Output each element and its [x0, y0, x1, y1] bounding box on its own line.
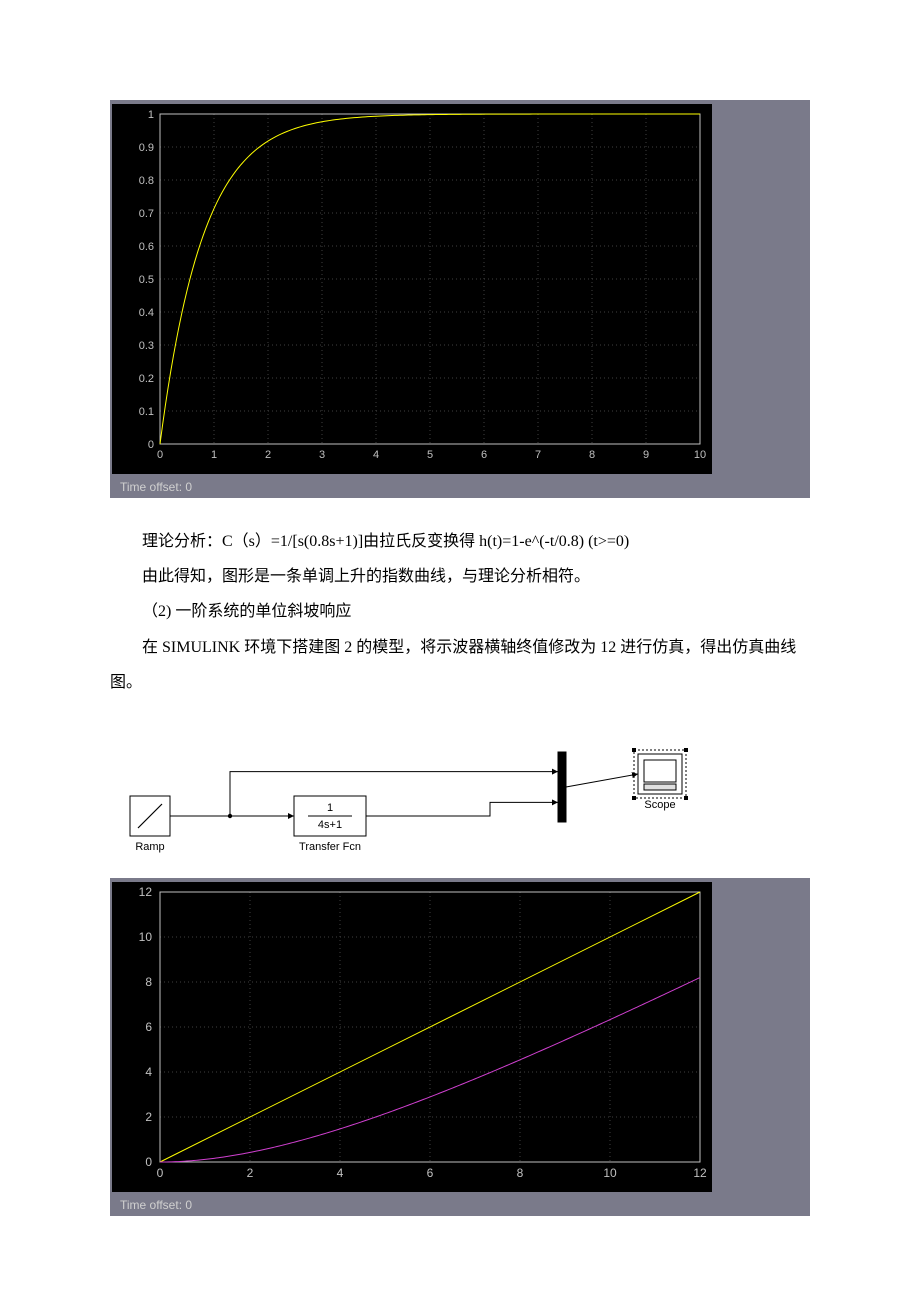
- svg-text:2: 2: [247, 1166, 254, 1180]
- scope2-plot: 0 2 4 6 8 10 12 0 2 4 6 8 10 12: [112, 882, 712, 1192]
- svg-text:12: 12: [693, 1166, 707, 1180]
- svg-text:6: 6: [481, 449, 487, 461]
- svg-text:0.8: 0.8: [139, 175, 154, 187]
- svg-text:8: 8: [517, 1166, 524, 1180]
- para-heading: （2) 一阶系统的单位斜坡响应: [110, 594, 810, 629]
- svg-text:Transfer Fcn: Transfer Fcn: [299, 841, 361, 853]
- svg-text:2: 2: [145, 1110, 152, 1124]
- svg-text:0.5: 0.5: [139, 274, 154, 286]
- svg-text:2: 2: [265, 449, 271, 461]
- svg-text:4: 4: [337, 1166, 344, 1180]
- svg-text:7: 7: [535, 449, 541, 461]
- svg-text:10: 10: [603, 1166, 617, 1180]
- scope2-footer: Time offset: 0: [112, 1192, 808, 1214]
- svg-text:1: 1: [211, 449, 217, 461]
- svg-text:8: 8: [589, 449, 595, 461]
- svg-text:10: 10: [694, 449, 706, 461]
- svg-text:0.4: 0.4: [139, 307, 154, 319]
- svg-text:9: 9: [643, 449, 649, 461]
- svg-text:0.7: 0.7: [139, 208, 154, 220]
- para-instruction: 在 SIMULINK 环境下搭建图 2 的模型，将示波器横轴终值修改为 12 进…: [110, 630, 810, 700]
- svg-text:0: 0: [145, 1155, 152, 1169]
- svg-text:5: 5: [427, 449, 433, 461]
- svg-text:0: 0: [157, 449, 163, 461]
- svg-text:Ramp: Ramp: [135, 841, 164, 853]
- svg-text:0: 0: [157, 1166, 164, 1180]
- svg-text:6: 6: [427, 1166, 434, 1180]
- svg-text:0.9: 0.9: [139, 142, 154, 154]
- para-analysis: 理论分析：C（s）=1/[s(0.8s+1)]由拉氏反变换得 h(t)=1-e^…: [110, 524, 810, 559]
- svg-text:1: 1: [327, 802, 333, 814]
- svg-text:0: 0: [148, 439, 154, 451]
- scope1-plot: 0 1 2 3 4 5 6 7 8 9 10 0 0.1 0.2 0.3 0.4 0.5 0.6 0.7 0.8 0.9…: [112, 104, 712, 474]
- para-conclusion: 由此得知，图形是一条单调上升的指数曲线，与理论分析相符。: [110, 559, 810, 594]
- svg-text:6: 6: [145, 1020, 152, 1034]
- svg-text:0.6: 0.6: [139, 241, 154, 253]
- svg-text:10: 10: [139, 930, 153, 944]
- svg-text:0.2: 0.2: [139, 373, 154, 385]
- svg-text:12: 12: [139, 885, 153, 899]
- svg-text:0.3: 0.3: [139, 340, 154, 352]
- svg-text:0.1: 0.1: [139, 406, 154, 418]
- simulink-diagram: Ramp 1 4s+1 Transfer Fcn Scope: [110, 722, 710, 872]
- scope2-container: 0 2 4 6 8 10 12 0 2 4 6 8 10 12 Time offset: 0: [110, 878, 810, 1216]
- scope1-container: 0 1 2 3 4 5 6 7 8 9 10 0 0.1 0.2 0.3 0.4 0.5 0.6 0.7 0.8 0.9…: [110, 100, 810, 498]
- svg-text:8: 8: [145, 975, 152, 989]
- svg-text:4: 4: [145, 1065, 152, 1079]
- svg-text:3: 3: [319, 449, 325, 461]
- svg-text:Scope: Scope: [644, 799, 675, 811]
- scope1-footer: Time offset: 0: [112, 474, 808, 496]
- svg-text:1: 1: [148, 109, 154, 121]
- svg-text:4: 4: [373, 449, 379, 461]
- svg-text:4s+1: 4s+1: [318, 819, 342, 831]
